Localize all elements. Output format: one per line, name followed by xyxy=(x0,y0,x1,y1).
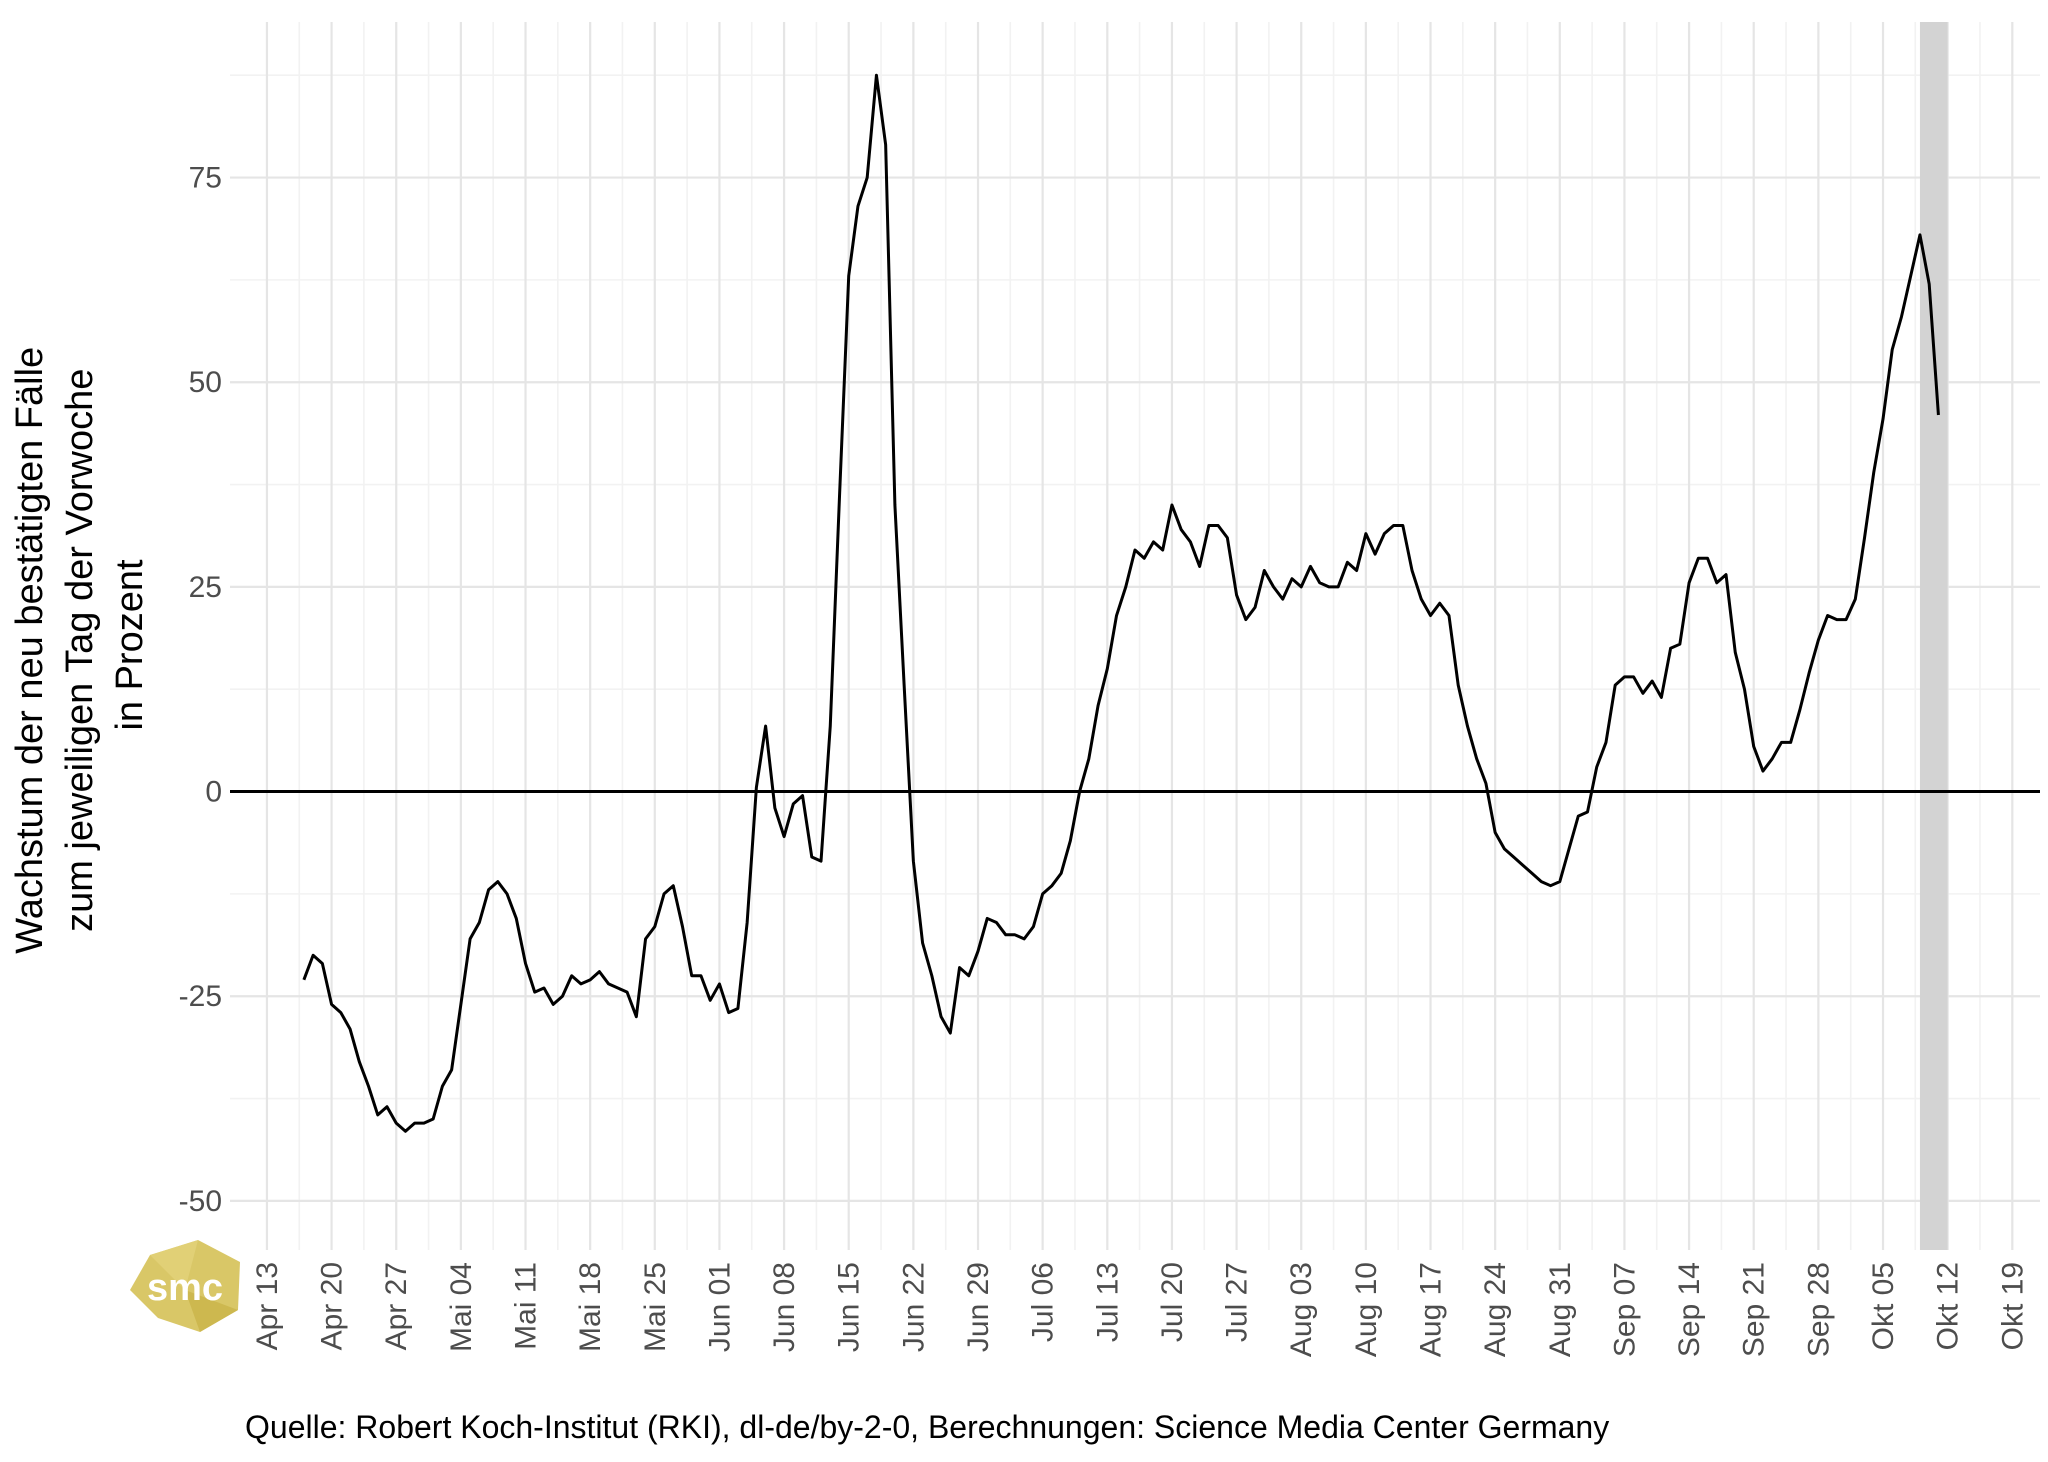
x-tick-label: Jun 15 xyxy=(833,1262,866,1352)
x-tick-label: Sep 21 xyxy=(1738,1262,1771,1357)
x-tick-label: Jul 06 xyxy=(1027,1262,1060,1342)
y-tick-label: -25 xyxy=(179,980,222,1013)
x-tick-label: Mai 25 xyxy=(639,1262,672,1352)
x-tick-label: Okt 05 xyxy=(1867,1262,1900,1350)
x-tick-label: Apr 20 xyxy=(316,1262,349,1350)
x-tick-label: Aug 31 xyxy=(1544,1262,1577,1357)
y-tick-label: 75 xyxy=(189,162,222,195)
growth-series-line xyxy=(302,73,1940,1133)
source-caption: Quelle: Robert Koch-Institut (RKI), dl-d… xyxy=(245,1409,1609,1445)
y-tick-label: 0 xyxy=(205,776,222,809)
y-tick-label: 25 xyxy=(189,571,222,604)
incomplete-data-highlight xyxy=(1919,22,1948,1250)
x-tick-label: Jun 08 xyxy=(768,1262,801,1352)
x-tick-label: Apr 27 xyxy=(380,1262,413,1350)
x-tick-label: Sep 28 xyxy=(1802,1262,1835,1357)
y-axis-title-line-3: in Prozent xyxy=(109,559,151,731)
smc-logo-facet xyxy=(150,1240,198,1290)
x-tick-label: Aug 03 xyxy=(1285,1262,1318,1357)
x-tick-label: Mai 11 xyxy=(510,1262,543,1350)
y-tick-label: 50 xyxy=(189,366,222,399)
y-tick-label: -50 xyxy=(179,1185,222,1218)
x-tick-label: Apr 13 xyxy=(251,1262,284,1350)
y-axis-title-line-2: zum jeweiligen Tag der Vorwoche xyxy=(59,369,101,932)
x-tick-label: Mai 18 xyxy=(574,1262,607,1352)
x-tick-label: Jul 27 xyxy=(1221,1262,1254,1342)
y-axis-tick-labels: -50 -25 0 25 50 75 xyxy=(179,162,222,1218)
x-tick-label: Jun 22 xyxy=(897,1262,930,1352)
y-axis-title-line-1: Wachstum der neu bestätigten Fälle xyxy=(9,347,51,954)
x-tick-label: Mai 04 xyxy=(445,1262,478,1352)
x-tick-label: Aug 24 xyxy=(1479,1262,1512,1357)
minor-gridlines xyxy=(230,22,2040,1250)
x-axis-tick-labels: Apr 13 Apr 20 Apr 27 Mai 04 Mai 11 Mai 18 Mai … xyxy=(251,1262,2029,1357)
x-tick-label: Okt 12 xyxy=(1932,1262,1965,1350)
smc-logo-text: smc xyxy=(147,1267,223,1309)
y-axis-title: Wachstum der neu bestätigten Fälle zum j… xyxy=(9,336,151,953)
smc-logo-facet xyxy=(185,1290,238,1332)
x-tick-label: Aug 17 xyxy=(1415,1262,1448,1357)
x-tick-label: Sep 14 xyxy=(1673,1262,1706,1357)
x-tick-label: Jul 20 xyxy=(1156,1262,1189,1342)
x-tick-label: Sep 07 xyxy=(1608,1262,1641,1357)
x-tick-label: Aug 10 xyxy=(1350,1262,1383,1357)
major-gridlines xyxy=(230,22,2040,1250)
x-tick-label: Jun 01 xyxy=(703,1262,736,1352)
x-tick-label: Jun 29 xyxy=(962,1262,995,1352)
x-tick-label: Okt 19 xyxy=(1996,1262,2029,1350)
x-tick-label: Jul 13 xyxy=(1091,1262,1124,1342)
smc-logo: smc xyxy=(130,1240,240,1332)
